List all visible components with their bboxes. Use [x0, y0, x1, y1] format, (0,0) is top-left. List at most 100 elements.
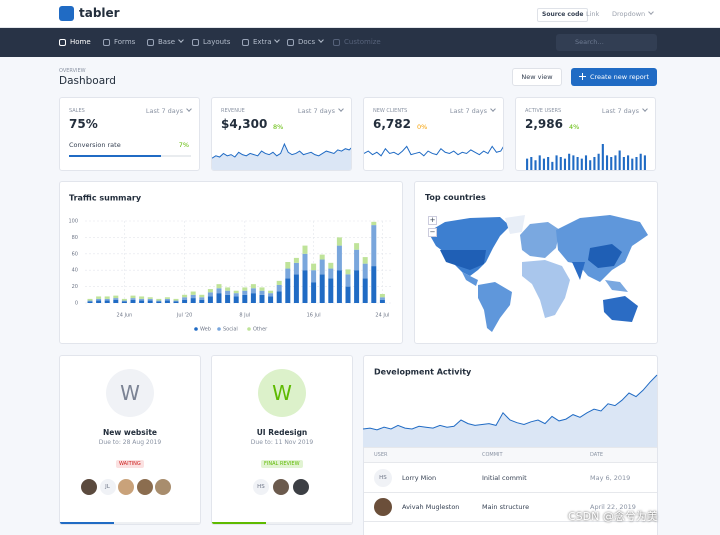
spark-bar	[643, 155, 646, 170]
nav-icon	[147, 39, 154, 46]
stat-value: 6,782	[373, 117, 411, 131]
sparkline	[212, 142, 351, 170]
user-name: Avivah Mugleston	[402, 503, 460, 511]
nav-icon	[103, 39, 110, 46]
progress-bar	[60, 522, 114, 524]
spark-bar	[580, 158, 583, 170]
nav-item[interactable]: Forms	[114, 38, 136, 46]
stat-change: 8%	[273, 123, 284, 131]
zoom-button[interactable]: +	[428, 216, 437, 225]
spark-bar	[610, 157, 613, 170]
search-input[interactable]: Search…	[556, 34, 657, 51]
commit-message: Initial commit	[482, 474, 527, 482]
spark-bar	[530, 157, 533, 170]
traffic-card	[59, 181, 403, 344]
user-photo	[374, 498, 392, 516]
nav-item[interactable]: Docs	[298, 38, 323, 46]
spark-bar	[622, 157, 625, 170]
map-region	[440, 250, 486, 270]
nav-icon	[287, 39, 294, 46]
member-photo	[154, 478, 172, 496]
spark-bar	[538, 155, 541, 170]
map-region	[505, 215, 525, 234]
user-initials: HS	[374, 469, 392, 487]
logo-text: tabler	[79, 6, 120, 20]
map-region	[462, 272, 478, 286]
spark-bar	[572, 155, 575, 170]
map-region	[605, 280, 628, 292]
nav-item[interactable]: Home	[70, 38, 91, 46]
create-report-button[interactable]: Create new report	[571, 68, 657, 86]
spark-bar	[563, 158, 567, 170]
nav-icon	[192, 39, 199, 46]
new-view-button[interactable]: New view	[512, 68, 562, 86]
spark-bar	[618, 150, 621, 170]
dropdown[interactable]: Dropdown	[612, 10, 653, 18]
spark-bar	[551, 161, 554, 170]
stat-card: ACTIVE USERS Last 7 days 2,986 4%	[515, 97, 656, 171]
stat-change: 4%	[569, 123, 580, 131]
row-divider	[364, 492, 657, 493]
sparkline	[364, 145, 503, 157]
member-photo	[272, 478, 290, 496]
spark-bar	[568, 153, 571, 170]
member-photo	[292, 478, 310, 496]
period-dropdown[interactable]: Last 7 days	[146, 107, 191, 115]
stat-card: SALES Last 7 days 75% Conversion rate 7%	[59, 97, 200, 171]
stat-change: 0%	[417, 123, 428, 131]
nav-icon	[333, 39, 340, 46]
period-dropdown[interactable]: Last 7 days	[298, 107, 343, 115]
source-code-button[interactable]: Source code	[537, 8, 589, 22]
pretitle: OVERVIEW	[59, 68, 86, 74]
column-header: COMMIT	[482, 452, 503, 458]
map-region	[522, 260, 570, 318]
project-card: W UI Redesign Due to: 11 Nov 2019 FINAL REV…	[211, 355, 353, 525]
stat-label: REVENUE	[221, 108, 245, 114]
project-card: W New website Due to: 28 Aug 2019 WAITING JL	[59, 355, 201, 525]
spark-bar	[534, 160, 537, 170]
nav-item[interactable]: Base	[158, 38, 183, 46]
spark-line	[212, 142, 351, 159]
spark-bar	[601, 144, 604, 170]
member-photo	[117, 478, 135, 496]
member-photo	[135, 478, 154, 496]
map-region	[572, 262, 585, 280]
column-header: DATE	[590, 452, 604, 458]
spark-bar	[605, 155, 609, 170]
spark-bar	[584, 155, 588, 170]
member-initials: HS	[252, 478, 270, 496]
nav-item[interactable]: Extra	[253, 38, 279, 46]
project-name: New website	[103, 428, 157, 437]
progress-bar	[212, 522, 266, 524]
nav-item[interactable]: Layouts	[203, 38, 231, 46]
stat-label: SALES	[69, 108, 85, 114]
period-dropdown[interactable]: Last 7 days	[602, 107, 647, 115]
stat-value: 75%	[69, 117, 98, 131]
column-header: USER	[374, 452, 388, 458]
zoom-button[interactable]: −	[428, 228, 437, 237]
spark-bar	[559, 157, 562, 170]
page-title: Dashboard	[59, 75, 116, 87]
spark-bar	[639, 153, 642, 170]
map-region	[428, 217, 510, 276]
user-name: Lorry Mion	[402, 474, 437, 482]
member-photo	[80, 478, 98, 496]
spark-bar	[542, 158, 545, 170]
progress-track	[60, 522, 200, 524]
stat-card: NEW CLIENTS Last 7 days 6,782 0%	[363, 97, 504, 171]
logo-icon	[59, 6, 74, 21]
nav-icon	[242, 39, 249, 46]
sparkline	[526, 144, 646, 170]
stat-value: $4,300	[221, 117, 268, 131]
progress-track	[212, 522, 352, 524]
spark-area	[212, 144, 351, 170]
spark-bar	[631, 158, 634, 170]
project-name: UI Redesign	[256, 428, 308, 437]
link[interactable]: Link	[586, 10, 600, 18]
period-dropdown[interactable]: Last 7 days	[450, 107, 495, 115]
nav-item[interactable]: Customize	[344, 38, 381, 46]
stat-label: NEW CLIENTS	[373, 108, 408, 114]
spark-bar	[597, 153, 600, 170]
